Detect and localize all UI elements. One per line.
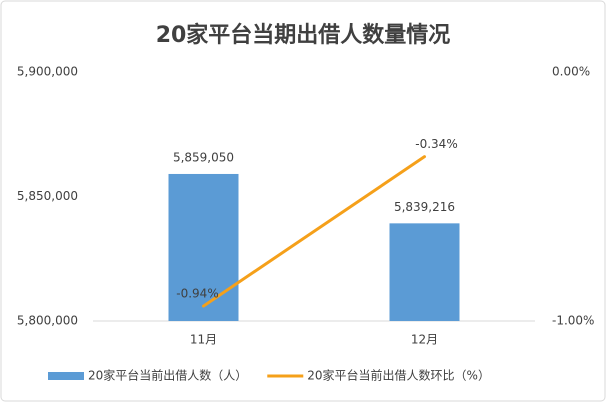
data-label: -0.34%: [415, 137, 457, 151]
y-tick-label: 5,800,000: [17, 314, 78, 328]
y2-tick-label: -1.00%: [552, 314, 594, 328]
data-label: -0.94%: [176, 287, 218, 301]
legend-swatch: [48, 372, 84, 380]
x-tick-label: 11月: [190, 333, 217, 347]
y2-tick-label: 0.00%: [552, 65, 590, 79]
data-label: 5,859,050: [173, 150, 234, 164]
y-tick-label: 5,900,000: [17, 65, 78, 79]
legend-label: 20家平台当前出借人数环比（%）: [307, 368, 490, 383]
legend-label: 20家平台当前出借人数（人）: [88, 368, 247, 383]
bar: [389, 223, 460, 321]
y-tick-label: 5,850,000: [17, 189, 78, 203]
line: [202, 155, 426, 308]
x-tick-label: 12月: [411, 333, 438, 347]
bar: [168, 173, 239, 321]
data-label: 5,839,216: [394, 200, 455, 214]
chart-title: 20家平台当期出借人数量情况: [156, 22, 451, 48]
